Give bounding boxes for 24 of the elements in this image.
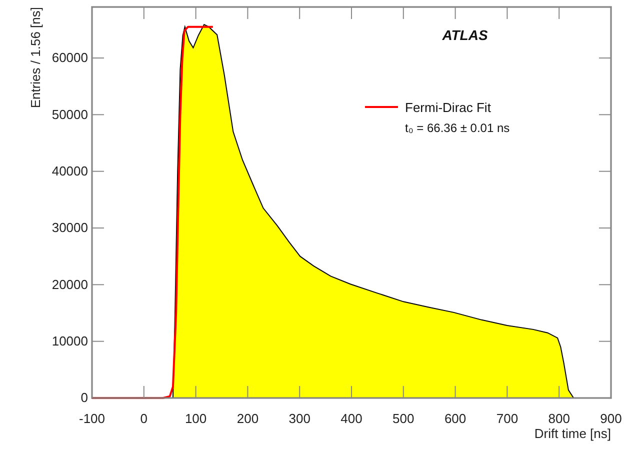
y-axis-title: Entries / 1.56 [ns]: [28, 7, 43, 108]
x-tick-label: 100: [184, 411, 207, 426]
annotation: t₀ = 66.36 ± 0.01 ns: [405, 121, 510, 135]
x-tick-label: 800: [548, 411, 570, 426]
legend-label: Fermi-Dirac Fit: [405, 100, 492, 115]
x-tick-label: 600: [444, 411, 466, 426]
x-tick-label: 900: [600, 411, 622, 426]
y-tick-label: 60000: [52, 50, 88, 66]
x-tick-label: 500: [392, 411, 414, 426]
x-tick-label: 400: [340, 411, 362, 426]
x-tick-label: 200: [236, 411, 259, 426]
line-series: [91, 26, 214, 399]
x-tick-label: 0: [140, 411, 148, 426]
annotation: ATLAS: [441, 27, 488, 43]
x-tick-label: -100: [78, 411, 106, 426]
y-tick-label: 10000: [52, 333, 88, 348]
y-tick-label: 0: [80, 390, 88, 406]
x-tick-label: 700: [496, 411, 518, 426]
y-tick-label: 20000: [52, 276, 88, 292]
y-tick-label: 40000: [52, 163, 88, 178]
y-tick-label: 50000: [52, 106, 88, 122]
y-tick-label: 30000: [52, 220, 88, 236]
x-tick-label: 300: [288, 411, 310, 426]
x-axis-title: Drift time [ns]: [534, 426, 611, 441]
